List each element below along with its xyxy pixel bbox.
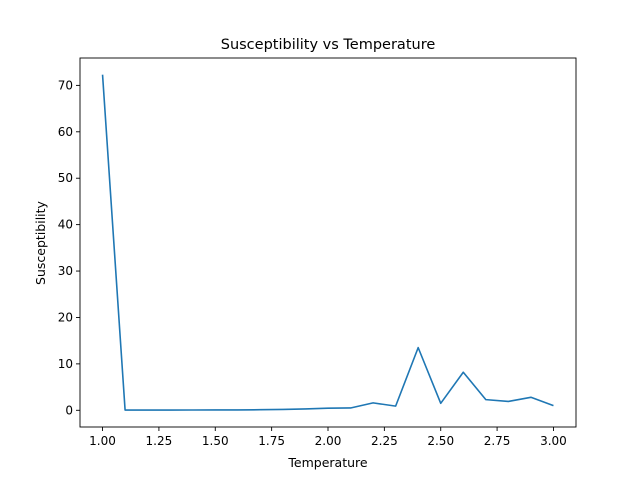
x-axis-label: Temperature (287, 455, 367, 470)
y-tick-label: 0 (65, 403, 73, 417)
x-tick-label: 1.25 (146, 434, 173, 448)
x-tick-label: 3.00 (540, 434, 567, 448)
series-line-0 (101, 74, 554, 411)
y-tick-label: 20 (58, 310, 73, 324)
y-tick-label: 70 (58, 78, 73, 92)
y-axis-label: Susceptibility (33, 200, 48, 284)
x-tick-label: 2.25 (371, 434, 398, 448)
plot-area: 1.00 1.25 1.50 1.75 2.00 2.25 2.50 2.75 3.00 0 10 2… (58, 57, 577, 448)
y-tick-label: 60 (58, 125, 73, 139)
x-tick-label: 1.75 (258, 434, 285, 448)
y-tick-label: 40 (58, 218, 73, 232)
x-tick-label: 2.00 (315, 434, 342, 448)
y-tick-label: 30 (58, 264, 73, 278)
x-tick-label: 2.75 (484, 434, 511, 448)
chart-title: Susceptibility vs Temperature (221, 37, 436, 53)
x-tick-label: 1.50 (202, 434, 229, 448)
x-tick-label: 2.50 (427, 434, 454, 448)
y-tick-label: 10 (58, 357, 73, 371)
x-tick-label: 1.00 (89, 434, 116, 448)
y-tick-label: 50 (58, 171, 73, 185)
